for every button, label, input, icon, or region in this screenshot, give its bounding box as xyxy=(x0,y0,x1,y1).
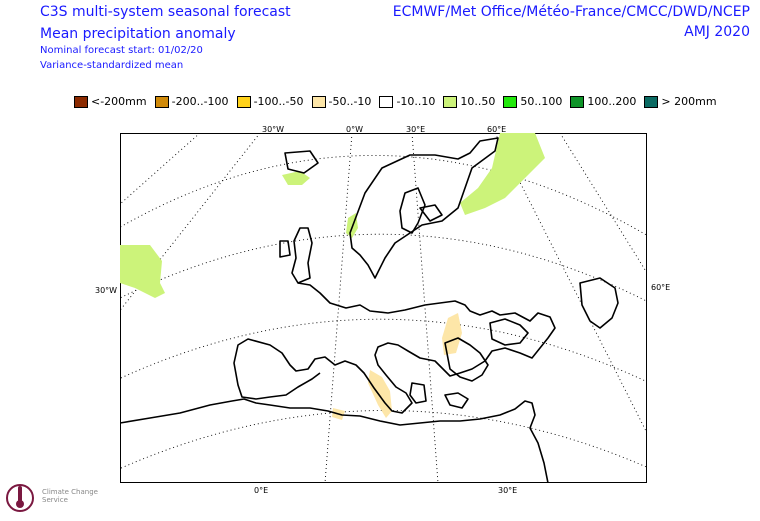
axis-label-bottom-0e: 0°E xyxy=(254,486,269,495)
axis-label-top-60e: 60°E xyxy=(487,125,507,134)
legend-label: 100..200 xyxy=(587,95,637,108)
legend-swatch xyxy=(644,95,659,108)
legend-swatch xyxy=(74,95,88,108)
legend-swatch xyxy=(443,95,458,108)
axis-label-bottom-30e: 30°E xyxy=(498,486,518,495)
legend-swatch xyxy=(379,95,394,108)
wet-anomaly-russia xyxy=(460,133,545,215)
legend-item: <-200mm xyxy=(74,95,147,108)
legend-item: -50..-10 xyxy=(311,95,372,108)
legend-label: -50..-10 xyxy=(328,95,372,108)
legend-label: <-200mm xyxy=(91,95,147,108)
legend-label: 10..50 xyxy=(460,95,496,108)
legend-item: 50..100 xyxy=(503,95,562,108)
axis-label-top-30e: 30°E xyxy=(406,125,426,134)
period-label: AMJ 2020 xyxy=(684,24,750,40)
axis-label-left-30w: 30°W xyxy=(95,286,118,295)
wet-anomaly-atlantic xyxy=(120,245,165,298)
legend-label: > 200mm xyxy=(661,95,717,108)
legend-swatch xyxy=(503,95,518,108)
coastlines xyxy=(120,137,619,483)
axis-label-right-60e: 60°E xyxy=(651,283,671,292)
legend-label: -100..-50 xyxy=(253,95,304,108)
legend-item: > 200mm xyxy=(644,95,717,108)
legend: <-200mm -200..-100 -100..-50 -50..-10 -1… xyxy=(74,95,725,108)
map-frame xyxy=(120,133,647,483)
legend-label: 50..100 xyxy=(520,95,563,108)
map-panel xyxy=(120,133,647,483)
legend-swatch xyxy=(570,95,585,108)
legend-label: -200..-100 xyxy=(171,95,229,108)
legend-item: 100..200 xyxy=(570,95,636,108)
providers-label: ECMWF/Met Office/Météo-France/CMCC/DWD/N… xyxy=(392,4,750,20)
legend-swatch xyxy=(311,95,326,108)
dry-anomaly-eastern-europe xyxy=(442,313,462,355)
axis-label-top-0w: 0°W xyxy=(346,125,363,134)
title-line-1: C3S multi-system seasonal forecast xyxy=(40,4,291,20)
dry-anomaly-italy xyxy=(368,370,392,418)
legend-item: 10..50 xyxy=(443,95,495,108)
forecast-start: Nominal forecast start: 01/02/20 xyxy=(40,45,203,56)
method-label: Variance-standardized mean xyxy=(40,60,184,71)
wet-anomaly-iceland xyxy=(282,171,310,185)
axis-label-top-30w: 30°W xyxy=(262,125,285,134)
legend-swatch xyxy=(236,95,251,108)
legend-swatch xyxy=(154,95,169,108)
legend-item: -100..-50 xyxy=(236,95,304,108)
legend-label: -10..10 xyxy=(396,95,436,108)
title-line-2: Mean precipitation anomaly xyxy=(40,26,236,42)
legend-item: -200..-100 xyxy=(154,95,229,108)
copernicus-logo: Climate Change Service xyxy=(4,478,100,518)
thermometer-icon xyxy=(6,484,34,512)
anomaly-shading xyxy=(120,133,545,420)
logo-text: Climate Change Service xyxy=(42,488,98,504)
legend-item: -10..10 xyxy=(379,95,435,108)
